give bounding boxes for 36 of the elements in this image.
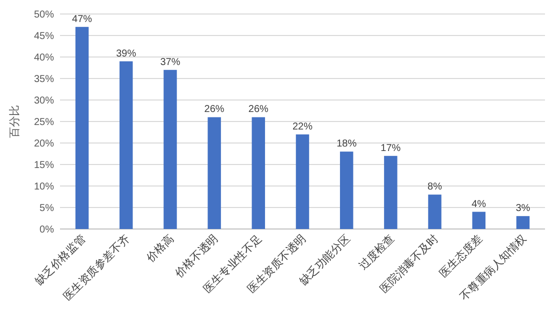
bar (252, 117, 266, 229)
bar (296, 134, 310, 229)
y-tick-label: 40% (34, 52, 54, 64)
data-label: 18% (336, 138, 357, 150)
y-tick-label: 30% (34, 96, 54, 106)
y-tick-label: 50% (34, 10, 54, 20)
data-label: 8% (428, 182, 442, 193)
bar (164, 70, 177, 229)
data-label: 4% (472, 198, 486, 210)
bar (472, 212, 486, 229)
y-tick-label: 45% (34, 31, 54, 42)
data-label: 26% (248, 104, 269, 116)
data-label: 3% (516, 203, 530, 214)
y-tick-label: 35% (34, 74, 54, 85)
y-tick-label: 25% (34, 117, 54, 128)
y-tick-label: 5% (40, 203, 54, 214)
y-tick-label: 15% (34, 160, 54, 171)
data-label: 22% (292, 121, 313, 132)
bar (428, 194, 442, 229)
bar (120, 61, 133, 229)
data-label: 17% (380, 142, 401, 154)
bar (75, 26, 89, 229)
y-tick-label: 20% (34, 138, 54, 150)
bar (340, 152, 354, 229)
bar (516, 216, 530, 229)
x-tick-label: 过度检查 (356, 232, 397, 272)
y-tick-label: 0% (40, 224, 54, 236)
data-label: 37% (160, 56, 180, 68)
data-label: 47% (72, 14, 92, 25)
bar (384, 156, 398, 229)
y-tick-label: 10% (34, 182, 54, 192)
data-label: 26% (204, 104, 224, 116)
x-tick-label: 价格高 (143, 232, 176, 266)
bar (208, 117, 221, 229)
y-axis-title: 百分比 (8, 105, 21, 138)
data-label: 39% (116, 48, 136, 60)
